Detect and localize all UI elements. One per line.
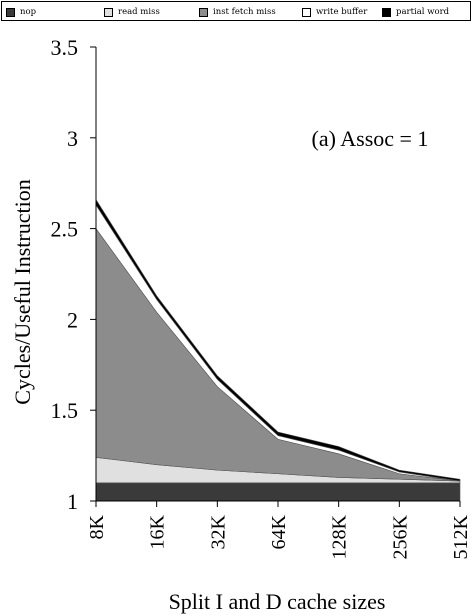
series-area-partial-word: [95, 198, 461, 482]
series-areas: [95, 198, 461, 502]
x-tick-label: 8K: [86, 514, 108, 539]
x-tick-label: 128K: [329, 514, 351, 559]
legend-swatch: [104, 7, 113, 17]
x-tick-label: 32K: [207, 514, 229, 549]
legend-label: read miss: [118, 7, 160, 17]
legend-swatch: [382, 7, 391, 17]
legend-item: write buffer: [302, 5, 367, 19]
legend-swatch: [6, 7, 15, 17]
chart-annotation: (a) Assoc = 1: [312, 126, 429, 151]
y-ticks: 1 1.5 2 2.5 3 3.5: [51, 35, 96, 514]
legend-label: partial word: [396, 7, 450, 17]
y-axis-label: Cycles/Useful Instruction: [10, 179, 35, 404]
y-tick-label: 2: [67, 307, 78, 332]
x-tick-label: 16K: [147, 514, 169, 549]
legend-item: partial word: [382, 5, 449, 19]
y-tick-label: 1: [67, 489, 78, 514]
legend-item: read miss: [104, 5, 160, 19]
x-tick-label: 256K: [389, 514, 411, 559]
legend-item: inst fetch miss: [199, 5, 276, 19]
y-tick-label: 3.5: [51, 35, 79, 60]
y-tick-label: 2.5: [51, 217, 79, 242]
y-tick-label: 3: [67, 126, 78, 151]
legend-swatch: [302, 7, 311, 17]
y-tick-label: 1.5: [51, 398, 79, 423]
legend-item: nop: [6, 5, 36, 19]
legend: nop read miss inst fetch miss write buffer p…: [1, 1, 471, 21]
legend-label: nop: [20, 7, 37, 17]
x-tick-label: 64K: [268, 514, 290, 549]
series-area-nop: [95, 482, 461, 502]
legend-label: write buffer: [316, 7, 368, 17]
x-ticks: 8K 16K 32K 64K 128K 256K 512K: [86, 501, 472, 559]
x-axis-label: Split I and D cache sizes: [169, 589, 386, 614]
x-tick-label: 512K: [450, 514, 472, 559]
legend-label: inst fetch miss: [213, 7, 276, 17]
series-area-inst-fetch-miss: [95, 227, 461, 482]
legend-swatch: [199, 7, 208, 17]
